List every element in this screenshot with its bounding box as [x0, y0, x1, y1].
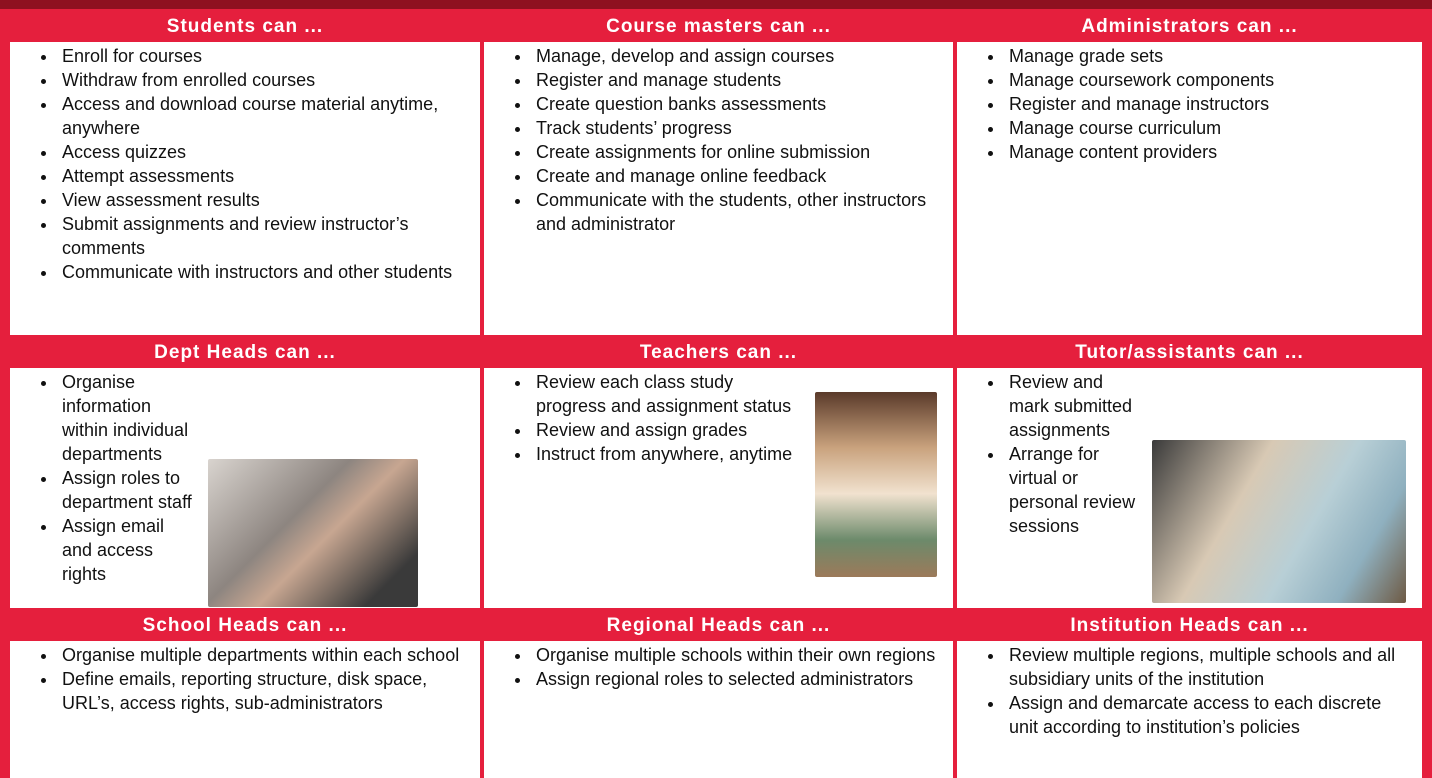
bullet-item: Access and download course material anyt…: [58, 92, 472, 140]
bullet-item: Define emails, reporting structure, disk…: [58, 667, 472, 715]
bullet-item: Create and manage online feedback: [532, 164, 945, 188]
bullet-item: Withdraw from enrolled courses: [58, 68, 472, 92]
bullet-item: Arrange for virtual or personal review s…: [1005, 442, 1414, 538]
role-cell: Students can ...Enroll for coursesWithdr…: [10, 12, 480, 335]
bullet-list: Organise information within individual d…: [16, 370, 472, 586]
bullet-list: Review and mark submitted assignmentsArr…: [963, 370, 1414, 538]
cell-header: School Heads can ...: [10, 611, 480, 641]
bullet-item: Enroll for courses: [58, 44, 472, 68]
bullet-item: Access quizzes: [58, 140, 472, 164]
role-grid: Students can ...Enroll for coursesWithdr…: [10, 12, 1422, 778]
cell-body: Organise multiple schools within their o…: [484, 641, 953, 778]
photo: [1152, 440, 1406, 603]
cell-header: Administrators can ...: [957, 12, 1422, 42]
top-bar: [0, 0, 1432, 9]
bullet-item: Assign regional roles to selected admini…: [532, 667, 945, 691]
bullet-item: Register and manage instructors: [1005, 92, 1414, 116]
role-cell: Regional Heads can ...Organise multiple …: [484, 611, 953, 778]
bullet-item: Communicate with the students, other ins…: [532, 188, 945, 236]
cell-header: Course masters can ...: [484, 12, 953, 42]
bullet-list: Enroll for coursesWithdraw from enrolled…: [16, 44, 472, 284]
bullet-item: Organise multiple departments within eac…: [58, 643, 472, 667]
bullet-item: Organise multiple schools within their o…: [532, 643, 945, 667]
cell-header: Tutor/assistants can ...: [957, 338, 1422, 368]
role-cell: Dept Heads can ...Organise information w…: [10, 338, 480, 608]
role-cell: Institution Heads can ...Review multiple…: [957, 611, 1422, 778]
cell-body: Organise multiple departments within eac…: [10, 641, 480, 778]
cell-header: Dept Heads can ...: [10, 338, 480, 368]
bullet-item: Manage grade sets: [1005, 44, 1414, 68]
cell-header: Teachers can ...: [484, 338, 953, 368]
role-cell: Teachers can ...Review each class study …: [484, 338, 953, 608]
role-cell: Course masters can ...Manage, develop an…: [484, 12, 953, 335]
bullet-list: Review multiple regions, multiple school…: [963, 643, 1414, 739]
bullet-item: Manage content providers: [1005, 140, 1414, 164]
cell-header: Institution Heads can ...: [957, 611, 1422, 641]
bullet-item: Instruct from anywhere, anytime: [532, 442, 945, 466]
role-cell: Administrators can ...Manage grade setsM…: [957, 12, 1422, 335]
bullet-item: Attempt assessments: [58, 164, 472, 188]
bullet-item: Submit assignments and review instructor…: [58, 212, 472, 260]
bullet-item: Review multiple regions, multiple school…: [1005, 643, 1414, 691]
role-cell: Tutor/assistants can ...Review and mark …: [957, 338, 1422, 608]
cell-body: Enroll for coursesWithdraw from enrolled…: [10, 42, 480, 335]
cell-body: Review multiple regions, multiple school…: [957, 641, 1422, 778]
bullet-item: Review and assign grades: [532, 418, 945, 442]
bullet-item: Create assignments for online submission: [532, 140, 945, 164]
photo: [208, 459, 418, 607]
bullet-list: Organise multiple schools within their o…: [490, 643, 945, 691]
cell-header: Regional Heads can ...: [484, 611, 953, 641]
bullet-item: Communicate with instructors and other s…: [58, 260, 472, 284]
cell-body: Manage grade setsManage coursework compo…: [957, 42, 1422, 335]
cell-body: Review and mark submitted assignmentsArr…: [957, 368, 1422, 608]
bullet-list: Organise multiple departments within eac…: [16, 643, 472, 715]
bullet-item: Organise information within individual d…: [58, 370, 472, 466]
bullet-item: Assign roles to department staff: [58, 466, 472, 514]
cell-body: Organise information within individual d…: [10, 368, 480, 608]
cell-body: Review each class study progress and ass…: [484, 368, 953, 608]
bullet-item: Track students’ progress: [532, 116, 945, 140]
bullet-item: View assessment results: [58, 188, 472, 212]
bullet-list: Review each class study progress and ass…: [490, 370, 945, 466]
cell-header: Students can ...: [10, 12, 480, 42]
bullet-item: Assign email and access rights: [58, 514, 472, 586]
bullet-item: Register and manage students: [532, 68, 945, 92]
bullet-item: Manage course curriculum: [1005, 116, 1414, 140]
bullet-item: Review and mark submitted assignments: [1005, 370, 1414, 442]
bullet-item: Manage, develop and assign courses: [532, 44, 945, 68]
bullet-list: Manage, develop and assign coursesRegist…: [490, 44, 945, 236]
bullet-item: Create question banks assessments: [532, 92, 945, 116]
bullet-item: Manage coursework components: [1005, 68, 1414, 92]
role-cell: School Heads can ...Organise multiple de…: [10, 611, 480, 778]
bullet-item: Review each class study progress and ass…: [532, 370, 945, 418]
bullet-item: Assign and demarcate access to each disc…: [1005, 691, 1414, 739]
cell-body: Manage, develop and assign coursesRegist…: [484, 42, 953, 335]
photo: [815, 392, 937, 577]
bullet-list: Manage grade setsManage coursework compo…: [963, 44, 1414, 164]
